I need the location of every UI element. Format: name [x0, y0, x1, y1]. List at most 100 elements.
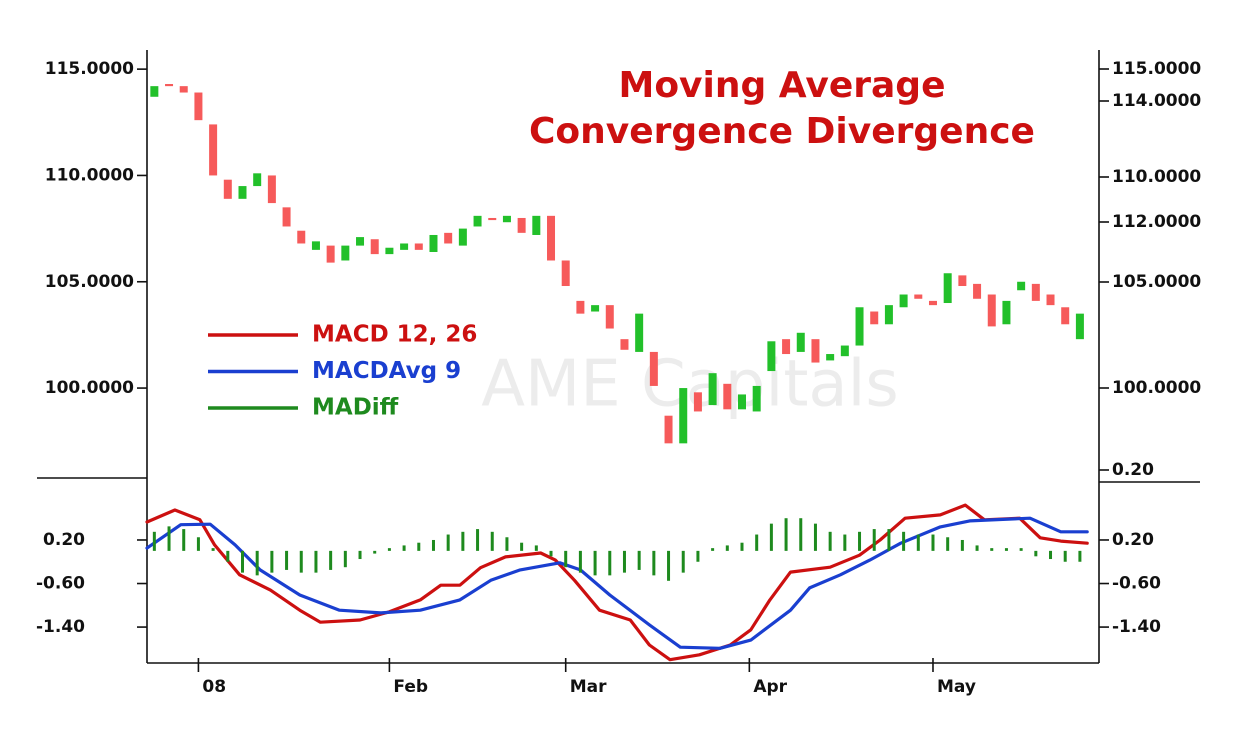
histogram-bar — [960, 539, 964, 551]
histogram-bar — [578, 550, 582, 573]
legend-label: MACD 12, 26 — [312, 322, 477, 348]
candle — [473, 215, 482, 227]
histogram-bar — [505, 537, 509, 551]
histogram-bar — [1049, 550, 1053, 560]
histogram-bar — [990, 548, 994, 551]
legend-label: MACDAvg 9 — [312, 358, 461, 384]
histogram-bar — [476, 529, 480, 551]
histogram-bar — [152, 531, 156, 551]
histogram-bar — [755, 534, 759, 551]
candle — [1002, 300, 1011, 325]
y-tick-label: -0.60 — [36, 574, 85, 594]
histogram-bar — [564, 550, 568, 568]
histogram-bar — [1063, 550, 1067, 562]
histogram-bar — [1078, 550, 1082, 562]
histogram-bar — [343, 550, 347, 568]
candle — [767, 341, 776, 372]
candle — [635, 313, 644, 352]
candle — [723, 383, 732, 410]
histogram-bar — [696, 550, 700, 562]
x-tick-label: Apr — [753, 677, 787, 697]
histogram-bar — [931, 534, 935, 551]
candle — [973, 283, 982, 299]
y-tick-label: 115.0000 — [45, 59, 134, 79]
candle — [326, 245, 335, 263]
candle — [620, 339, 629, 350]
y2-tick-label: -0.60 — [1112, 574, 1161, 594]
candle — [282, 207, 291, 227]
histogram-bar — [1004, 548, 1008, 551]
x-tick-label: Feb — [393, 677, 428, 697]
candle — [429, 234, 438, 252]
histogram-bar — [902, 531, 906, 551]
histogram-bar — [1019, 548, 1023, 551]
y2-tick-label: -1.40 — [1112, 617, 1161, 637]
histogram-bar — [916, 534, 920, 551]
histogram-bar — [637, 550, 641, 570]
candle — [1061, 307, 1070, 325]
candle — [414, 243, 423, 250]
histogram-bar — [329, 550, 333, 570]
histogram-bar — [725, 545, 729, 551]
candle — [649, 351, 658, 386]
candle — [811, 339, 820, 363]
histogram-bar — [769, 523, 773, 551]
macd-line — [145, 503, 1089, 662]
histogram-bar — [431, 539, 435, 551]
x-tick-label: Mar — [570, 677, 607, 697]
candle — [782, 339, 791, 355]
histogram-bar — [299, 550, 303, 573]
candle — [884, 305, 893, 325]
y-tick-label: 0.20 — [43, 530, 85, 550]
histogram-bar — [387, 548, 391, 551]
candle — [914, 294, 923, 299]
histogram-bar — [887, 529, 891, 551]
histogram-bar — [196, 537, 200, 551]
candle — [840, 345, 849, 357]
candle — [708, 373, 717, 406]
histogram-bar — [240, 550, 244, 573]
candle — [928, 300, 937, 306]
histogram-bar — [226, 550, 230, 562]
histogram-bar — [711, 548, 715, 551]
histogram-bar — [608, 550, 612, 576]
y-tick-label: -1.40 — [36, 617, 85, 637]
histogram-bar — [211, 548, 215, 551]
histogram-bar — [975, 545, 979, 551]
y2-tick-label: 105.0000 — [1112, 272, 1201, 292]
candle — [547, 215, 556, 261]
candle — [488, 217, 497, 221]
y2-tick-label: 114.0000 — [1112, 91, 1201, 111]
histogram-bar — [373, 550, 377, 554]
candle — [370, 239, 379, 255]
histogram-bar — [652, 550, 656, 576]
chart-title: Moving Average — [619, 65, 946, 106]
candle — [738, 394, 746, 410]
candle — [356, 237, 365, 246]
histogram-bar — [622, 550, 626, 573]
candle — [855, 307, 864, 346]
x-tick-label: 08 — [202, 677, 226, 697]
histogram-bar — [784, 518, 788, 551]
histogram-bar — [490, 531, 494, 551]
y-tick-label: 105.0000 — [45, 272, 134, 292]
histogram-bar — [182, 529, 186, 551]
histogram-bar — [255, 550, 259, 576]
histogram-bar — [828, 531, 832, 551]
candle — [150, 86, 159, 97]
macd-line — [145, 516, 1089, 650]
candle — [341, 245, 350, 261]
candle — [796, 332, 805, 352]
candle — [400, 243, 409, 250]
candle — [194, 92, 203, 121]
candle — [165, 84, 174, 87]
y-tick-label: 110.0000 — [45, 165, 134, 185]
histogram-bar — [946, 537, 950, 551]
histogram-bar — [799, 518, 803, 551]
candle — [591, 305, 600, 312]
candle — [223, 179, 232, 199]
candle — [311, 241, 320, 250]
y2-tick-label: 0.20 — [1112, 460, 1154, 480]
histogram-bar — [534, 545, 538, 551]
